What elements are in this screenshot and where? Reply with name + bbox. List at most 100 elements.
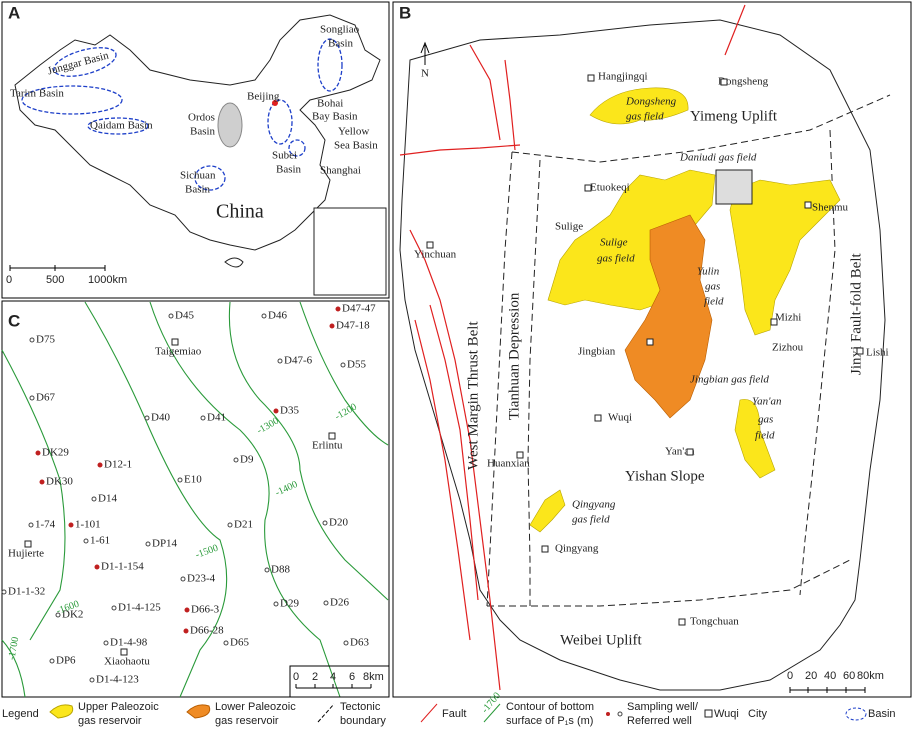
- scale-label: 8km: [363, 671, 384, 683]
- city-marker: [120, 648, 128, 656]
- legend-label: Basin: [868, 708, 896, 720]
- beijing-marker: [272, 100, 278, 106]
- sampling-well: [183, 628, 189, 634]
- legend-contour-label: -1700: [480, 690, 503, 715]
- well-label: D75: [36, 334, 55, 346]
- well-label: D1-4-123: [96, 674, 139, 686]
- sampling-well: [335, 306, 341, 312]
- label: gas field: [572, 514, 610, 526]
- referred-well: [89, 677, 95, 683]
- legend-sampling: [606, 712, 610, 716]
- scale-label: 20: [805, 670, 817, 682]
- panel-letter: A: [8, 3, 20, 22]
- city-marker: [171, 338, 179, 346]
- city-label: Hujierte: [8, 548, 44, 560]
- daniudi-field: [715, 169, 753, 205]
- referred-well: [200, 415, 206, 421]
- scale-label: 80km: [857, 670, 884, 682]
- sampling-well: [68, 522, 74, 528]
- well-label: D66-28: [190, 625, 224, 637]
- referred-well: [227, 522, 233, 528]
- inset: [313, 207, 387, 296]
- panel-b-frame: [392, 1, 912, 698]
- label: Basin: [328, 38, 354, 50]
- referred-well: [168, 313, 174, 319]
- well-label: DP6: [56, 655, 76, 667]
- label: Basin: [190, 126, 216, 138]
- referred-well: [49, 658, 55, 664]
- referred-well: [144, 415, 150, 421]
- label: Basin: [185, 184, 211, 196]
- legend-basin: [845, 707, 867, 721]
- city-marker: [594, 414, 602, 422]
- city-label: Erlintu: [312, 440, 343, 452]
- legend-referred: [617, 711, 623, 717]
- referred-well: [1, 589, 7, 595]
- legend-label: Lower Paleozoic: [215, 701, 296, 713]
- label: field: [755, 430, 775, 442]
- city-marker: [426, 241, 434, 249]
- sampling-well: [39, 479, 45, 485]
- well-label: D55: [347, 359, 366, 371]
- sampling-well: [329, 323, 335, 329]
- well-label: 1-101: [75, 519, 101, 531]
- label: Basin: [276, 164, 302, 176]
- scale-box-c: [289, 665, 390, 698]
- label: Tianhuan Depression: [506, 292, 522, 420]
- label: gas field: [626, 111, 664, 123]
- sampling-well: [184, 607, 190, 613]
- legend-label: surface of P₁s (m): [506, 715, 593, 727]
- city-marker: [587, 74, 595, 82]
- legend-lower: [186, 704, 211, 719]
- label: Wuqi: [608, 412, 632, 424]
- city-marker: [770, 318, 778, 326]
- scale-label: 1000km: [88, 274, 127, 286]
- label: Shenmu: [812, 202, 849, 214]
- well-label: D35: [280, 405, 299, 417]
- well-label: DK29: [42, 447, 69, 459]
- sampling-well: [94, 564, 100, 570]
- well-label: D1-1-154: [101, 561, 144, 573]
- contours: [1, 301, 389, 698]
- well-label: D14: [98, 493, 117, 505]
- label: Mizhi: [775, 312, 801, 324]
- north-arrow: [420, 41, 430, 65]
- label: N: [421, 68, 429, 80]
- faults: [399, 4, 746, 691]
- legend-label: gas reservoir: [78, 715, 142, 727]
- city-marker: [804, 201, 812, 209]
- china-outline: [14, 14, 381, 251]
- city-marker: [584, 184, 592, 192]
- referred-well: [223, 640, 229, 646]
- label: Etuokeqi: [590, 182, 630, 194]
- label: Huanxian: [487, 458, 530, 470]
- city-marker: [516, 451, 524, 459]
- tectonic-boundaries: [486, 94, 891, 607]
- label: Tarim Basin: [10, 88, 64, 100]
- legend-label: Contour of bottom: [506, 701, 594, 713]
- legend-city: [704, 709, 713, 718]
- label: Zizhou: [772, 342, 804, 354]
- referred-well: [180, 576, 186, 582]
- label: Yishan Slope: [625, 468, 705, 484]
- legend-label: Referred well: [627, 715, 692, 727]
- well-label: D41: [207, 412, 226, 424]
- legend-label: Upper Paleozoic: [78, 701, 159, 713]
- well-label: D66-3: [191, 604, 220, 616]
- well-label: D45: [175, 310, 194, 322]
- label: Weibei Uplift: [560, 632, 643, 648]
- well-label: D47-47: [342, 303, 376, 315]
- legend-label: City: [748, 708, 767, 720]
- referred-well: [177, 477, 183, 483]
- label: gas: [705, 281, 720, 293]
- city-marker: [24, 540, 32, 548]
- well-label: E10: [184, 474, 202, 486]
- legend-upper: [49, 704, 74, 719]
- label: Jingbian: [578, 346, 616, 358]
- label: gas field: [597, 253, 635, 265]
- well-label: D47-6: [284, 355, 313, 367]
- label: Qaidam Basin: [90, 120, 153, 132]
- sampling-well: [35, 450, 41, 456]
- legend-label: Wuqi: [714, 708, 739, 720]
